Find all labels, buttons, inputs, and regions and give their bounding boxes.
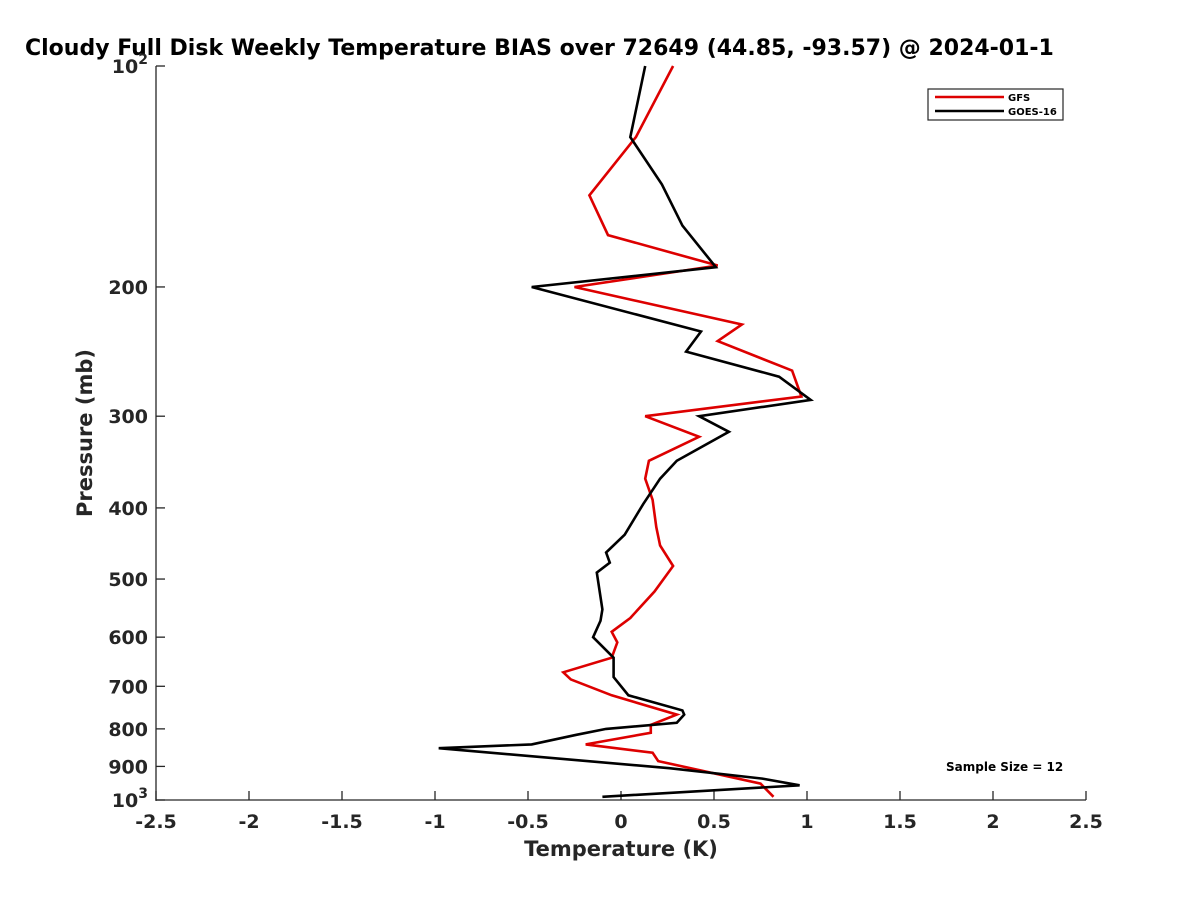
x-ticks: -2.5 -2 -1.5 -1 -0.5 0 0.5 1 1.5 2 2.5 bbox=[135, 791, 1103, 833]
series-lines bbox=[438, 65, 815, 799]
y-tick-label: 400 bbox=[108, 498, 148, 520]
sample-size-annotation: Sample Size = 12 bbox=[946, 760, 1063, 774]
legend: GFS GOES-16 bbox=[927, 88, 1064, 121]
chart-title: Cloudy Full Disk Weekly Temperature BIAS… bbox=[25, 36, 1054, 61]
y-tick-label: 103 bbox=[112, 786, 148, 812]
x-tick-label: 0 bbox=[614, 811, 627, 833]
x-tick-label: 2.5 bbox=[1069, 811, 1103, 833]
x-axis-label: Temperature (K) bbox=[524, 837, 718, 861]
x-tick-label: 1.5 bbox=[883, 811, 917, 833]
y-tick-label: 200 bbox=[108, 277, 148, 299]
x-tick-label: 2 bbox=[986, 811, 999, 833]
series-line-gfs bbox=[560, 65, 804, 798]
y-tick-label: 700 bbox=[108, 676, 148, 698]
y-axis-label: Pressure (mb) bbox=[73, 349, 97, 517]
x-tick-label: -1.5 bbox=[321, 811, 363, 833]
axes bbox=[155, 66, 1086, 801]
y-ticks: 102 200 300 400 500 600 700 800 900 103 bbox=[108, 52, 165, 812]
y-tick-label: 102 bbox=[112, 52, 148, 78]
x-tick-label: 1 bbox=[800, 811, 813, 833]
x-tick-label: -2.5 bbox=[135, 811, 177, 833]
y-tick-label: 500 bbox=[108, 569, 148, 591]
y-tick-label: 600 bbox=[108, 627, 148, 649]
y-tick-label: 300 bbox=[108, 406, 148, 428]
x-tick-label: -1 bbox=[424, 811, 445, 833]
series-line-goes16 bbox=[438, 65, 815, 799]
legend-label-goes16: GOES-16 bbox=[1008, 107, 1057, 118]
x-tick-label: -2 bbox=[238, 811, 259, 833]
legend-label-gfs: GFS bbox=[1008, 93, 1030, 104]
legend-box bbox=[927, 88, 1064, 121]
y-tick-label: 900 bbox=[108, 756, 148, 778]
y-tick-label: 800 bbox=[108, 719, 148, 741]
x-tick-label: -0.5 bbox=[507, 811, 549, 833]
x-tick-label: 0.5 bbox=[697, 811, 731, 833]
